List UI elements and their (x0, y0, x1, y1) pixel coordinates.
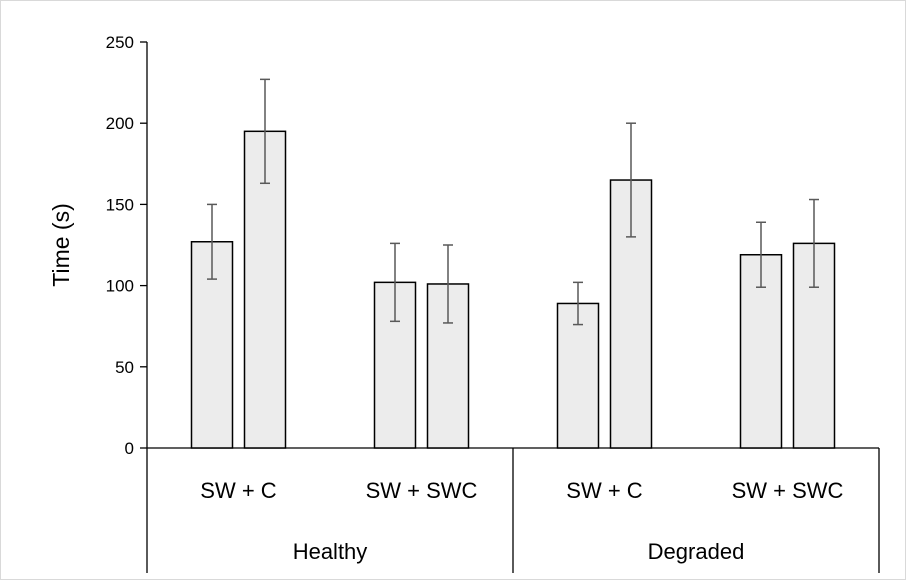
y-tick-label-150: 150 (106, 195, 134, 214)
y-tick-label-200: 200 (106, 114, 134, 133)
subgroup-label-0-1: SW + SWC (366, 478, 478, 503)
y-axis-title: Time (s) (48, 203, 74, 286)
y-tick-label-0: 0 (125, 439, 134, 458)
group-label-0: Healthy (293, 539, 368, 564)
bar-0-0-1 (243, 130, 287, 449)
bar-1-0-0 (556, 302, 600, 449)
group-label-1: Degraded (648, 539, 745, 564)
subgroup-label-0-0: SW + C (200, 478, 277, 503)
bar-0-1-1 (426, 283, 470, 449)
subgroup-label-1-0: SW + C (566, 478, 643, 503)
y-tick-label-100: 100 (106, 277, 134, 296)
y-tick-label-50: 50 (115, 358, 134, 377)
subgroup-label-1-1: SW + SWC (732, 478, 844, 503)
y-tick-label-250: 250 (106, 33, 134, 52)
